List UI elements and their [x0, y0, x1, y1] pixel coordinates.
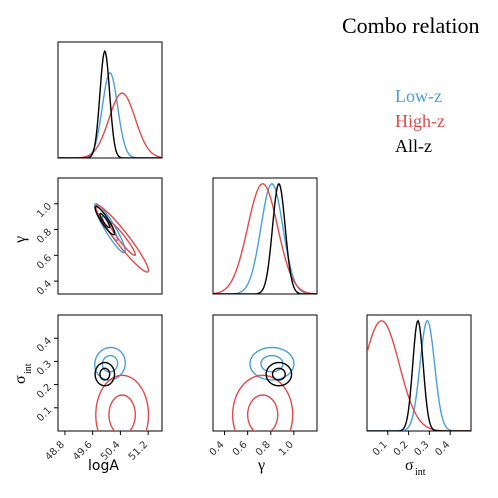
contour-sigma-int-vs-loga-all-z-1sigma [99, 367, 111, 381]
hist-sigma-int-low-z [367, 320, 471, 431]
panel-sigma-hist [366, 314, 472, 432]
contour-gamma-vs-loga-high-z-1sigma [108, 221, 137, 257]
ytick-label-sigma-int-2: 0.3 [35, 359, 54, 378]
legend-title: Combo relation [342, 13, 479, 38]
legend-entry-low-z: Low-z [395, 86, 442, 106]
contour-gamma-vs-loga-all-z-2sigma [94, 205, 116, 236]
panel-gamma-vs-logA [57, 177, 163, 295]
xtick-label-sigma-int-2: 0.3 [412, 439, 431, 458]
hist-gamma-low-z [213, 183, 317, 294]
xtick-label-sigma-int-1: 0.2 [392, 439, 411, 458]
panel-gamma-hist [212, 177, 318, 295]
legend-entry-high-z: High-z [395, 111, 445, 131]
xlabel-sigma-int: σ int [405, 457, 426, 478]
xtick-label-loga-0: 48.8 [44, 439, 68, 463]
hist-gamma-all-z [213, 182, 317, 294]
contour-sigma-int-vs-loga-high-z-2sigma [95, 374, 150, 431]
ytick-label-gamma-1: 0.6 [35, 253, 54, 272]
hist-gamma-high-z [213, 183, 317, 294]
contour-sigma-int-vs-loga-low-z-2sigma [94, 346, 126, 381]
ytick-label-sigma-int-0: 0.1 [35, 405, 54, 424]
legend-entry-all-z: All-z [395, 136, 432, 156]
xlabel-gamma: γ [257, 457, 265, 474]
contour-sigma-int-vs-gamma-all-z-2sigma [265, 361, 293, 387]
xlabel-sigma-sub: int [415, 467, 426, 478]
hist-sigma-int-all-z [367, 319, 471, 431]
ytick-label-sigma-int-3: 0.4 [35, 336, 54, 355]
contour-gamma-vs-loga-all-z-1sigma [99, 212, 111, 229]
ylabel-sigma-sub: int [23, 363, 34, 374]
ytick-label-gamma-3: 1.0 [35, 201, 54, 220]
ylabel-sigma-int: σ int [12, 363, 34, 384]
xlabel-sigma-main: σ [405, 457, 414, 474]
contour-sigma-int-vs-gamma-all-z-1sigma [271, 367, 286, 381]
xtick-label-loga-3: 51.2 [127, 439, 151, 463]
panel-sigma-vs-logA [57, 314, 163, 432]
xtick-label-gamma-1: 0.6 [231, 439, 250, 458]
xtick-label-sigma-int-0: 0.1 [371, 439, 390, 458]
contour-sigma-int-vs-gamma-high-z-1sigma [246, 394, 279, 431]
xtick-label-gamma-3: 1.0 [277, 439, 296, 458]
hist-loga-low-z [58, 72, 162, 158]
xlabel-logA: logA [88, 458, 119, 474]
contour-sigma-int-vs-loga-high-z-1sigma [108, 394, 137, 431]
ytick-label-gamma-2: 0.8 [35, 227, 54, 246]
contour-sigma-int-vs-loga-all-z-2sigma [94, 361, 116, 387]
ylabel-sigma-main: σ [12, 375, 29, 384]
ytick-label-gamma-0: 0.4 [35, 278, 54, 297]
ytick-label-sigma-int-1: 0.2 [35, 382, 54, 401]
contour-sigma-int-vs-gamma-low-z-1sigma [260, 354, 284, 373]
panel-logA-hist [57, 41, 163, 159]
ylabel-gamma: γ [12, 236, 29, 244]
ylabel-gamma-text: γ [12, 236, 29, 244]
contour-sigma-int-vs-gamma-high-z-2sigma [231, 374, 294, 431]
xtick-label-gamma-2: 0.8 [254, 439, 273, 458]
contour-gamma-vs-loga-low-z-2sigma [94, 203, 126, 254]
xtick-label-sigma-int-3: 0.4 [433, 439, 452, 458]
xtick-label-gamma-0: 0.4 [208, 439, 227, 458]
panel-sigma-vs-gamma [212, 314, 318, 432]
hist-loga-all-z [58, 49, 162, 158]
